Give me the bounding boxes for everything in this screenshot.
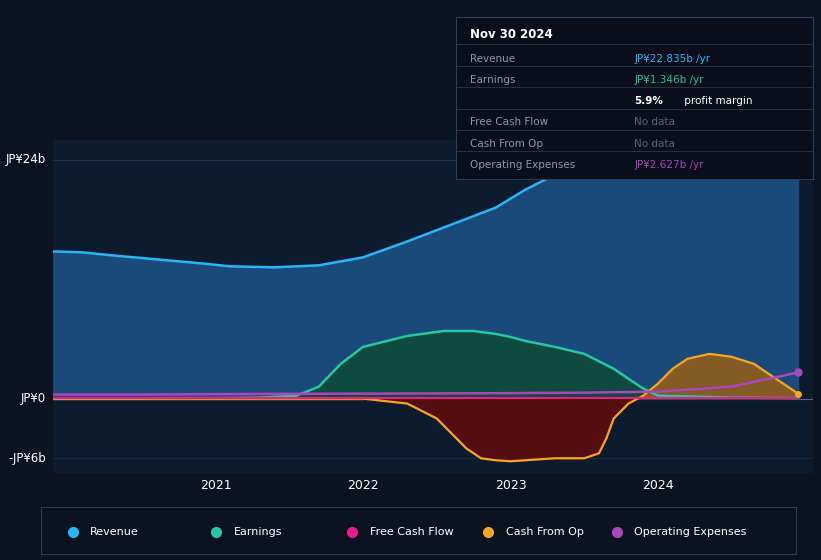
Text: No data: No data [635,139,675,148]
Text: Earnings: Earnings [470,75,516,85]
Text: Operating Expenses: Operating Expenses [470,160,576,170]
Text: Free Cash Flow: Free Cash Flow [369,526,453,536]
Text: JP¥2.627b /yr: JP¥2.627b /yr [635,160,704,170]
Text: -JP¥6b: -JP¥6b [8,452,46,465]
Text: Cash From Op: Cash From Op [470,139,543,148]
Text: JP¥1.346b /yr: JP¥1.346b /yr [635,75,704,85]
Text: Operating Expenses: Operating Expenses [634,526,746,536]
Text: Cash From Op: Cash From Op [506,526,584,536]
Text: Revenue: Revenue [470,54,515,64]
Text: profit margin: profit margin [681,96,752,106]
Text: No data: No data [635,118,675,128]
Text: Free Cash Flow: Free Cash Flow [470,118,548,128]
Text: JP¥22.835b /yr: JP¥22.835b /yr [635,54,710,64]
Text: Nov 30 2024: Nov 30 2024 [470,28,553,41]
Text: 5.9%: 5.9% [635,96,663,106]
Text: Earnings: Earnings [234,526,282,536]
Text: JP¥24b: JP¥24b [6,153,46,166]
Text: JP¥0: JP¥0 [21,392,46,405]
Text: Revenue: Revenue [90,526,139,536]
